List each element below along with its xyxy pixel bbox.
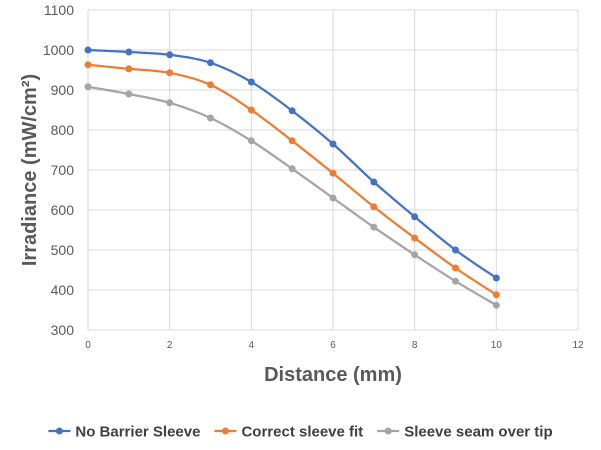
y-tick-label: 1000 bbox=[43, 42, 74, 58]
data-point bbox=[247, 137, 255, 145]
series-line bbox=[87, 48, 497, 279]
legend-marker bbox=[384, 427, 392, 435]
legend: No Barrier Sleeve Correct sleeve fit Sleev… bbox=[48, 424, 553, 441]
y-tick-label: 300 bbox=[51, 322, 75, 338]
data-point bbox=[452, 277, 459, 285]
y-tick-label: 500 bbox=[51, 242, 75, 258]
y-tick-label: 600 bbox=[51, 202, 75, 218]
series-lines bbox=[84, 46, 500, 309]
data-point bbox=[370, 178, 378, 186]
legend-marker bbox=[55, 427, 63, 435]
y-tick-label: 400 bbox=[51, 282, 75, 298]
legend-item: No Barrier Sleeve bbox=[48, 424, 200, 441]
data-point bbox=[452, 246, 459, 254]
data-point bbox=[166, 51, 174, 59]
data-point bbox=[411, 234, 419, 242]
legend-label: Sleeve seam over tip bbox=[404, 424, 552, 441]
x-tick-label: 4 bbox=[249, 340, 255, 351]
data-point bbox=[329, 194, 337, 202]
x-tick-label: 10 bbox=[491, 340, 503, 351]
y-axis-title: Irradiance (mW/cm²) bbox=[19, 74, 41, 266]
series-correct-sleeve-fit bbox=[84, 61, 500, 299]
data-point bbox=[247, 78, 255, 86]
data-point bbox=[207, 114, 214, 122]
data-point bbox=[329, 169, 337, 177]
legend-label: Correct sleeve fit bbox=[241, 424, 363, 441]
legend-item: Correct sleeve fit bbox=[214, 424, 363, 441]
data-point bbox=[207, 81, 214, 89]
data-point bbox=[492, 301, 500, 309]
series-no-barrier-sleeve bbox=[84, 46, 500, 282]
axis-titles: Distance (mm) Irradiance (mW/cm²) bbox=[19, 74, 402, 386]
data-point bbox=[288, 165, 296, 173]
data-point bbox=[84, 46, 92, 54]
data-point bbox=[125, 48, 133, 56]
y-tick-label: 800 bbox=[51, 122, 75, 138]
x-tick-label: 6 bbox=[330, 340, 336, 351]
data-point bbox=[288, 107, 296, 115]
data-point bbox=[492, 274, 500, 282]
tick-labels: 300 400 500 600 700 800 900 1000 1100 0 2 4 6 8 10 12 bbox=[43, 2, 584, 351]
series-line bbox=[87, 85, 497, 307]
data-point bbox=[452, 264, 459, 272]
x-tick-label: 12 bbox=[572, 340, 584, 351]
series-sleeve-seam-over-tip bbox=[84, 83, 500, 309]
data-point bbox=[247, 106, 255, 114]
data-point bbox=[370, 223, 378, 231]
x-tick-label: 2 bbox=[167, 340, 173, 351]
x-axis-title: Distance (mm) bbox=[264, 364, 402, 386]
data-point bbox=[329, 140, 337, 148]
data-point bbox=[411, 213, 419, 221]
data-point bbox=[207, 59, 214, 67]
data-point bbox=[84, 61, 92, 69]
data-point bbox=[125, 65, 133, 73]
x-tick-label: 0 bbox=[85, 340, 91, 351]
y-tick-label: 1100 bbox=[44, 2, 74, 18]
data-point bbox=[166, 99, 174, 107]
y-tick-label: 900 bbox=[51, 82, 75, 98]
data-point bbox=[84, 83, 92, 91]
data-point bbox=[288, 137, 296, 145]
legend-item: Sleeve seam over tip bbox=[377, 424, 553, 441]
legend-label: No Barrier Sleeve bbox=[75, 424, 200, 441]
data-point bbox=[411, 251, 419, 259]
legend-marker bbox=[221, 427, 229, 435]
y-tick-label: 700 bbox=[51, 162, 75, 178]
data-point bbox=[166, 69, 174, 77]
series-line bbox=[87, 63, 497, 296]
x-tick-label: 8 bbox=[412, 340, 418, 351]
data-point bbox=[125, 90, 133, 98]
data-point bbox=[492, 291, 500, 299]
data-point bbox=[370, 203, 378, 211]
